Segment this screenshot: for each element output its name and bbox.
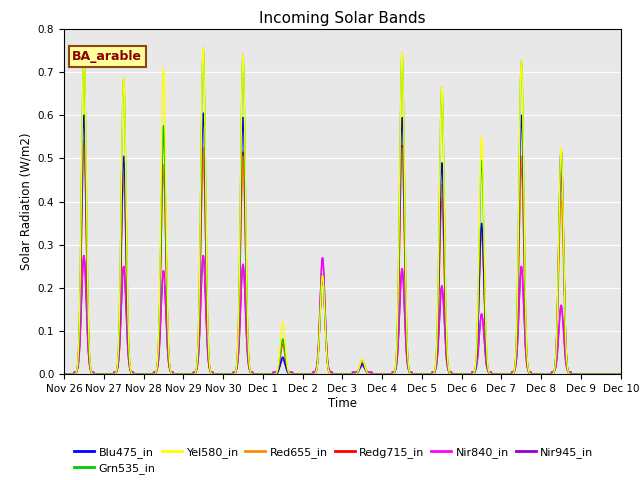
Line: Red655_in: Red655_in — [64, 141, 640, 374]
Redg715_in — [80, 138, 88, 144]
Nir840_in — [60, 372, 68, 377]
Blu475_in — [497, 372, 504, 377]
Nir840_in — [463, 372, 471, 377]
Nir945_in — [463, 372, 471, 377]
Line: Redg715_in: Redg715_in — [64, 141, 640, 374]
Nir840_in — [340, 372, 348, 377]
Red655_in — [497, 372, 504, 377]
Yel580_in — [497, 372, 504, 377]
Nir945_in — [340, 372, 348, 377]
Nir945_in — [531, 372, 538, 377]
Grn535_in — [60, 372, 68, 377]
Redg715_in — [531, 372, 538, 377]
Nir945_in — [168, 369, 175, 375]
Red655_in — [531, 372, 538, 377]
Red655_in — [80, 138, 88, 144]
Nir840_in — [497, 372, 504, 377]
Grn535_in — [167, 370, 175, 376]
Grn535_in — [531, 372, 538, 377]
Redg715_in — [168, 371, 175, 376]
Line: Grn535_in: Grn535_in — [64, 48, 640, 374]
Blu475_in — [531, 372, 538, 377]
Red655_in — [340, 372, 348, 377]
Grn535_in — [200, 46, 207, 51]
Grn535_in — [463, 372, 471, 377]
Nir840_in — [531, 372, 538, 377]
Nir945_in — [80, 253, 88, 259]
Yel580_in — [531, 372, 538, 377]
Redg715_in — [463, 372, 471, 377]
Grn535_in — [340, 372, 348, 377]
Blu475_in — [60, 372, 68, 377]
Yel580_in — [200, 46, 207, 51]
Nir840_in — [168, 369, 175, 375]
Blu475_in — [463, 372, 471, 377]
Line: Yel580_in: Yel580_in — [64, 48, 640, 374]
Grn535_in — [497, 372, 504, 377]
Yel580_in — [340, 372, 348, 377]
Nir945_in — [60, 372, 68, 377]
Red655_in — [60, 372, 68, 377]
Yel580_in — [463, 372, 471, 377]
Title: Incoming Solar Bands: Incoming Solar Bands — [259, 11, 426, 26]
Yel580_in — [167, 370, 175, 376]
Text: BA_arable: BA_arable — [72, 50, 142, 63]
Nir840_in — [80, 253, 88, 259]
Red655_in — [168, 371, 175, 376]
Red655_in — [463, 372, 471, 377]
Redg715_in — [60, 372, 68, 377]
Legend: Blu475_in, Grn535_in, Yel580_in, Red655_in, Redg715_in, Nir840_in, Nir945_in: Blu475_in, Grn535_in, Yel580_in, Red655_… — [70, 442, 598, 479]
Nir945_in — [497, 372, 504, 377]
Blu475_in — [200, 110, 207, 116]
Redg715_in — [340, 372, 348, 377]
Blu475_in — [167, 370, 175, 376]
Line: Nir945_in: Nir945_in — [64, 256, 640, 374]
Redg715_in — [497, 372, 504, 377]
Line: Nir840_in: Nir840_in — [64, 256, 640, 374]
Blu475_in — [340, 372, 348, 377]
Yel580_in — [60, 372, 68, 377]
Line: Blu475_in: Blu475_in — [64, 113, 640, 374]
Y-axis label: Solar Radiation (W/m2): Solar Radiation (W/m2) — [19, 133, 32, 270]
X-axis label: Time: Time — [328, 397, 357, 410]
